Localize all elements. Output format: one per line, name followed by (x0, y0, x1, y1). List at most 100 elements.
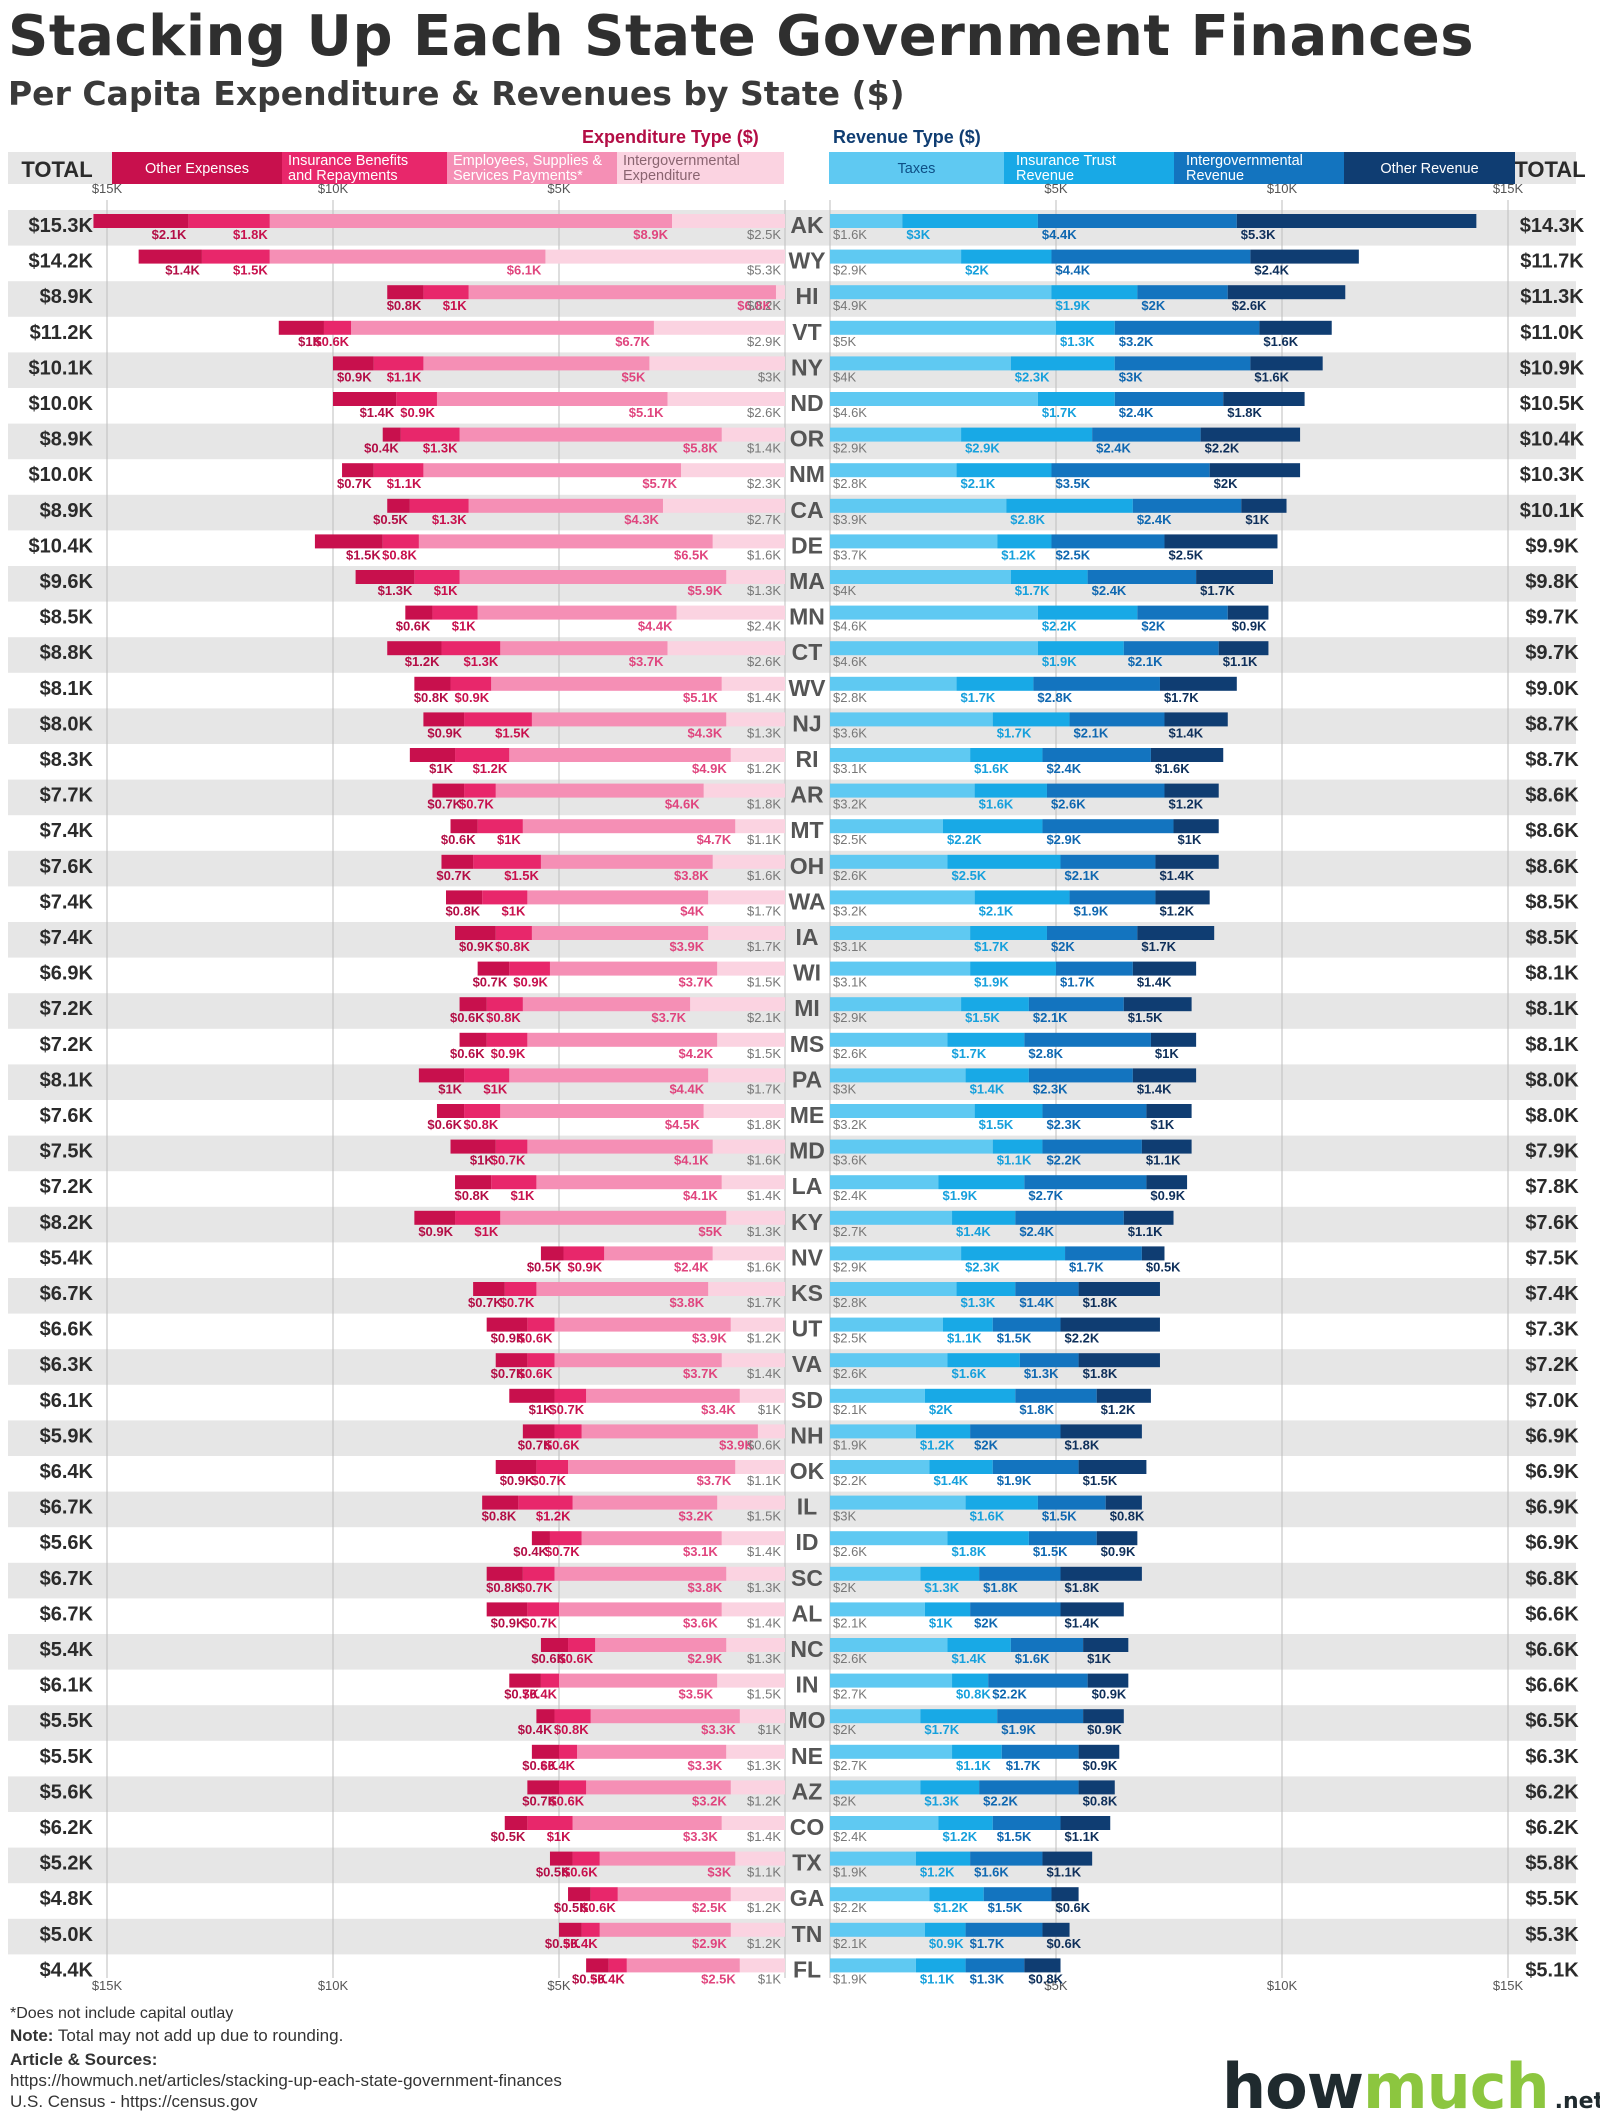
rev-label-ND-0: $4.6K (833, 405, 867, 420)
exp-total-VA: $6.3K (40, 1354, 94, 1376)
rev-bar-NH-0 (830, 1424, 916, 1439)
exp-label-OH-1: $1.5K (504, 868, 539, 883)
exp-bar-UT-2 (554, 1317, 731, 1332)
exp-bar-TN-3 (730, 1922, 785, 1937)
source-link-census[interactable]: U.S. Census - https://census.gov (10, 2092, 258, 2111)
rev-label-KS-0: $2.8K (833, 1295, 867, 1310)
tick-rev-bottom-10: $10K (1267, 1978, 1298, 1993)
legend-revenue-heading: Revenue Type ($) (833, 127, 981, 147)
exp-bar-RI-2 (509, 748, 731, 762)
exp-label-CO-1: $1K (547, 1829, 571, 1844)
row-band-NJ (8, 708, 1576, 744)
exp-bar-OR-3 (721, 427, 785, 442)
exp-label-IN-3: $1.5K (747, 1687, 781, 1702)
exp-label-VA-3: $1.4K (747, 1366, 781, 1381)
exp-bar-KY-1 (455, 1210, 501, 1225)
rev-label-OH-2: $2.1K (1065, 868, 1100, 883)
rev-label-HI-2: $2K (1141, 298, 1165, 313)
legend-swatch-exp-3 (617, 152, 784, 184)
rev-bar-FL-0 (830, 1958, 916, 1973)
exp-bar-NV-3 (712, 1246, 785, 1261)
rev-label-AZ-2: $2.2K (983, 1793, 1018, 1808)
legend-total-left: TOTAL (21, 157, 92, 182)
state-label-PA: PA (792, 1066, 822, 1092)
rev-bar-ND-2 (1114, 392, 1224, 406)
rev-label-OH-3: $1.4K (1159, 868, 1194, 883)
rev-total-UT: $7.3K (1525, 1319, 1579, 1341)
state-label-KS: KS (791, 1280, 823, 1306)
exp-label-LA-0: $0.8K (454, 1188, 489, 1203)
exp-bar-ND-3 (667, 392, 785, 406)
rev-bar-CA-0 (830, 498, 1007, 513)
exp-bar-DE-0 (314, 534, 383, 549)
rev-total-NM: $10.3K (1520, 464, 1585, 486)
rev-bar-TX-2 (970, 1851, 1043, 1866)
exp-label-NJ-1: $1.5K (495, 725, 530, 740)
exp-label-CA-2: $4.3K (624, 512, 659, 527)
exp-bar-GA-2 (617, 1887, 731, 1902)
legend-expenditure-heading: Expenditure Type ($) (582, 127, 759, 147)
exp-bar-AR-0 (432, 783, 465, 798)
exp-bar-AR-3 (703, 783, 785, 798)
rev-bar-MI-3 (1123, 997, 1192, 1012)
rev-label-OR-0: $2.9K (833, 441, 867, 456)
exp-bar-WI-3 (717, 961, 785, 976)
state-label-AL: AL (792, 1600, 823, 1626)
state-label-NE: NE (791, 1743, 823, 1769)
rev-total-VT: $11.0K (1520, 322, 1584, 344)
exp-label-FL-0: $0.5K (572, 1971, 607, 1986)
exp-label-OR-2: $5.8K (683, 441, 718, 456)
rev-label-VA-1: $1.6K (952, 1366, 987, 1381)
exp-label-VA-1: $0.6K (518, 1366, 553, 1381)
exp-bar-NV-2 (604, 1246, 713, 1261)
rev-bar-AZ-1 (920, 1780, 980, 1795)
legend-swatch-exp-2 (447, 152, 617, 184)
rev-bar-MA-2 (1087, 570, 1197, 584)
exp-label-PA-3: $1.7K (747, 1081, 781, 1096)
exp-bar-LA-2 (536, 1175, 722, 1190)
exp-bar-SD-0 (509, 1388, 555, 1403)
rev-label-FL-2: $1.3K (970, 1971, 1005, 1986)
rev-bar-SD-3 (1096, 1388, 1151, 1403)
rev-label-CA-2: $2.4K (1137, 512, 1172, 527)
rev-bar-NY-0 (830, 356, 1011, 371)
rev-label-WI-2: $1.7K (1060, 975, 1095, 990)
rev-label-WA-0: $3.2K (833, 903, 867, 918)
rev-label-CO-1: $1.2K (942, 1829, 977, 1844)
rev-label-WY-0: $2.9K (833, 263, 867, 278)
rev-label-NC-1: $1.4K (952, 1651, 987, 1666)
source-link-article[interactable]: https://howmuch.net/articles/stacking-up… (10, 2071, 562, 2090)
exp-label-AZ-2: $3.2K (692, 1793, 727, 1808)
row-band-MA (8, 566, 1576, 602)
state-label-VA: VA (792, 1351, 822, 1377)
exp-label-ID-0: $0.4K (513, 1544, 548, 1559)
rev-label-VA-3: $1.8K (1083, 1366, 1118, 1381)
exp-label-LA-2: $4.1K (683, 1188, 718, 1203)
exp-total-PA: $8.1K (40, 1069, 94, 1091)
rev-label-WY-2: $4.4K (1055, 263, 1090, 278)
exp-bar-IL-3 (717, 1495, 785, 1510)
exp-label-RI-0: $1K (429, 761, 453, 776)
exp-label-CO-3: $1.4K (747, 1829, 781, 1844)
exp-label-HI-0: $0.8K (387, 298, 422, 313)
exp-label-KS-3: $1.7K (747, 1295, 781, 1310)
rev-bar-AR-3 (1164, 783, 1219, 798)
rev-bar-MT-3 (1173, 819, 1219, 834)
rev-label-KY-1: $1.4K (956, 1224, 991, 1239)
rev-bar-RI-0 (830, 748, 971, 762)
exp-label-CO-0: $0.5K (491, 1829, 526, 1844)
rev-label-IA-3: $1.7K (1141, 939, 1176, 954)
exp-label-MD-1: $0.7K (491, 1153, 526, 1168)
rev-bar-NC-3 (1083, 1638, 1129, 1652)
exp-bar-MA-2 (459, 570, 727, 584)
rev-bar-CT-3 (1218, 641, 1269, 656)
exp-label-RI-2: $4.9K (692, 761, 727, 776)
rev-bar-VT-2 (1114, 320, 1260, 335)
exp-label-OK-0: $0.9K (500, 1473, 535, 1488)
exp-bar-IL-1 (518, 1495, 573, 1510)
state-label-WI: WI (793, 960, 821, 986)
rev-label-OK-0: $2.2K (833, 1473, 867, 1488)
rev-label-ID-1: $1.8K (952, 1544, 987, 1559)
rev-bar-OH-3 (1155, 854, 1219, 869)
exp-bar-NM-0 (342, 463, 374, 478)
